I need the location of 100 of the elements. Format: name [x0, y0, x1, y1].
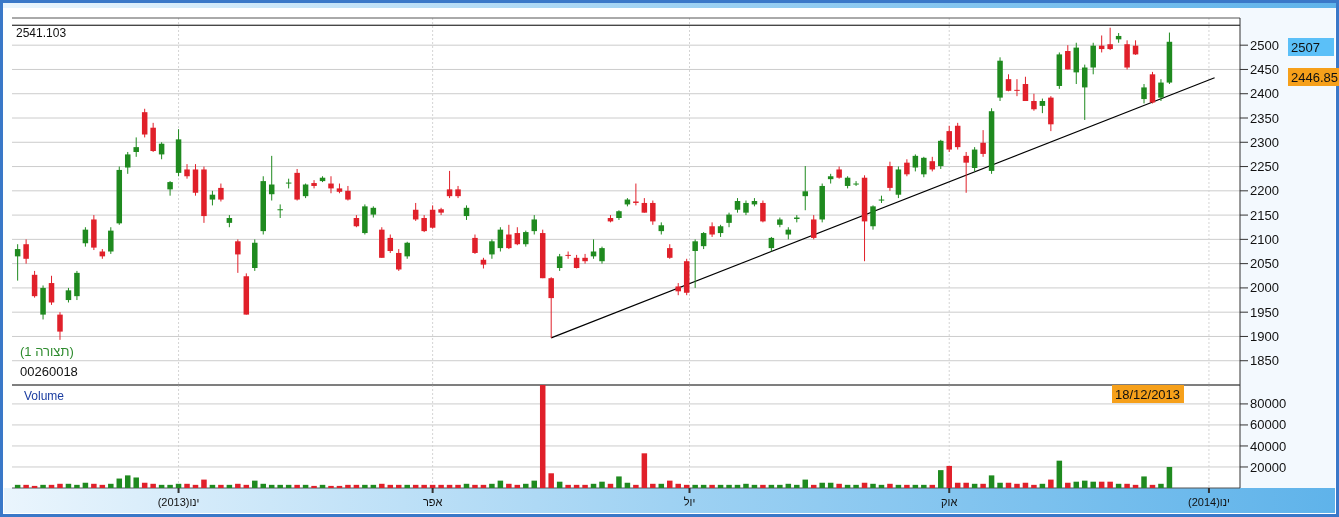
candlestick [870, 204, 876, 231]
candlestick [1124, 39, 1130, 70]
candlestick [548, 276, 554, 339]
candlestick [810, 214, 817, 240]
candlestick [108, 226, 114, 255]
y-tick-label: 60000 [1250, 417, 1287, 433]
candlestick [396, 248, 402, 272]
bar [794, 484, 800, 488]
y-tick-label: 20000 [1250, 459, 1287, 475]
bar [421, 484, 427, 488]
y-tick-label: 2450 [1250, 62, 1279, 78]
bar [328, 485, 334, 488]
candlestick [74, 270, 80, 301]
bar [294, 484, 300, 488]
bar [539, 385, 546, 488]
bar [963, 482, 969, 488]
bar [133, 477, 139, 488]
candlestick [946, 125, 952, 153]
bar [675, 483, 681, 488]
bar [946, 465, 952, 488]
bar [345, 484, 351, 488]
y-tick-label: 80000 [1250, 396, 1287, 412]
bar [904, 484, 910, 488]
bar [836, 483, 842, 488]
candlestick [489, 238, 495, 260]
bar [74, 484, 80, 488]
bar [777, 484, 783, 488]
bar [565, 484, 571, 488]
candlestick [429, 204, 436, 230]
bar [641, 453, 648, 488]
y-tick-label: 2150 [1250, 207, 1279, 223]
y-tick-label: 2100 [1250, 231, 1279, 247]
candlestick [506, 224, 512, 250]
bar [252, 480, 258, 488]
candlestick [692, 238, 698, 289]
bar [235, 483, 241, 488]
candlestick [167, 180, 173, 197]
bar [1090, 481, 1096, 488]
y-tick-label: 1950 [1250, 304, 1279, 320]
bar [667, 480, 673, 488]
y-tick-label: 2200 [1250, 183, 1279, 199]
bar [23, 484, 29, 488]
bar [472, 484, 478, 488]
bar [91, 483, 97, 488]
bar [438, 484, 444, 488]
candlestick [150, 122, 156, 153]
bar [379, 483, 385, 488]
candlestick [582, 253, 588, 265]
chart-title: Volume [24, 389, 65, 403]
candlestick [1022, 76, 1029, 102]
bar [108, 483, 114, 488]
annotation: 18/12/2013 [1115, 386, 1181, 402]
bar [404, 484, 410, 488]
bar [980, 483, 986, 488]
bar [616, 476, 622, 488]
bar [1031, 484, 1037, 488]
bar [1056, 460, 1063, 488]
candlestick [853, 180, 859, 187]
text: 2446.85 [1291, 69, 1338, 85]
bar [726, 484, 732, 488]
candlestick [277, 203, 283, 219]
candlestick [235, 238, 241, 274]
candlestick [531, 214, 537, 236]
bar [853, 484, 859, 488]
candlestick [1031, 93, 1037, 112]
y-tick-label: 2250 [1250, 159, 1279, 175]
candlestick [980, 129, 986, 158]
candlestick [1158, 78, 1164, 102]
bar [650, 483, 656, 488]
bar [57, 483, 63, 488]
bar [692, 484, 698, 488]
bar [1107, 481, 1113, 488]
x-tick-label: ינו(2014) [1188, 496, 1230, 508]
bar [218, 484, 224, 488]
bar [633, 484, 639, 488]
candlestick [23, 238, 29, 265]
x-tick-label: אוק [941, 496, 958, 508]
bar [887, 483, 893, 488]
bar [921, 484, 927, 488]
bar [167, 484, 173, 488]
candlestick [1090, 42, 1096, 75]
bar [277, 484, 283, 488]
bar [760, 484, 766, 488]
bar [489, 483, 495, 488]
text: 2507 [1291, 39, 1320, 55]
bar [124, 475, 131, 488]
bar [1065, 482, 1071, 488]
candlestick [802, 165, 809, 211]
bar [396, 484, 402, 488]
candlestick [1107, 27, 1113, 51]
y-tick-label: 1850 [1250, 353, 1279, 369]
bar [582, 484, 588, 488]
bar [362, 484, 368, 488]
annotation: (תצורה 1) [20, 344, 74, 359]
bar [870, 483, 876, 488]
y-tick-label: 2400 [1250, 86, 1279, 102]
bar [997, 482, 1003, 488]
x-tick-label: אפר [422, 496, 443, 508]
bar [1141, 476, 1147, 488]
bar [150, 483, 156, 488]
